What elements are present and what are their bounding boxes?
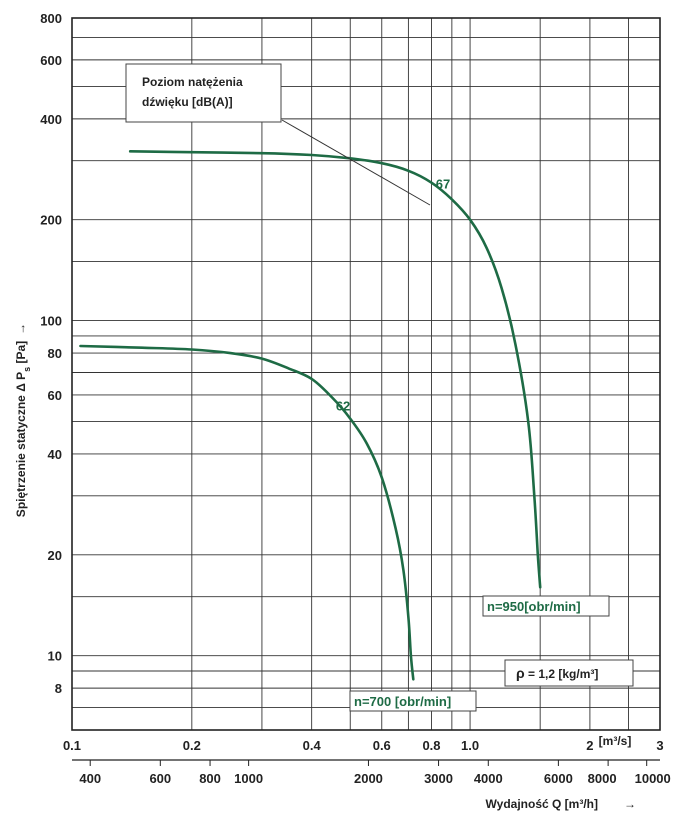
plot-border <box>71 17 661 731</box>
n700-label: n=700 [obr/min] <box>354 694 451 709</box>
density-frame <box>504 659 634 687</box>
y-tick-label: 600 <box>40 53 62 68</box>
x-tick-label: 0.4 <box>303 738 322 753</box>
callout-leader-line <box>281 119 431 206</box>
x-tick-label: 1.0 <box>461 738 479 753</box>
x2-tick-label: 10000 <box>635 771 671 786</box>
chart-grid <box>71 17 661 731</box>
x2-tick-label: 3000 <box>424 771 453 786</box>
density-label: ρ = 1,2 [kg/m³] <box>516 665 598 681</box>
density-box: ρ = 1,2 [kg/m³] <box>504 659 634 687</box>
y-tick-label: 20 <box>48 548 62 563</box>
y-tick-label: 60 <box>48 388 62 403</box>
noise-level-callout: Poziom natężenia dźwięku [dB(A)] <box>125 63 431 206</box>
y-tick-label: 8 <box>55 681 62 696</box>
y-axis-title: Spiętrzenie statyczne Δ Ps [Pa]→ <box>14 323 32 517</box>
x-tick-label: 0.2 <box>183 738 201 753</box>
x-unit-label: [m³/s] <box>599 734 632 748</box>
curve-series-n700 <box>79 344 415 681</box>
x2-tick-labels: 400 600 800 1000 2000 3000 4000 6000 8000 10000 <box>79 771 670 786</box>
x2-tick-label: 6000 <box>544 771 573 786</box>
x2-tick-label: 800 <box>199 771 221 786</box>
n700-label-box: n=700 [obr/min] <box>349 690 477 712</box>
x2-tick-label: 400 <box>79 771 101 786</box>
y-tick-label: 800 <box>40 11 62 26</box>
y-tick-label: 400 <box>40 112 62 127</box>
x2-tick-label: 2000 <box>354 771 383 786</box>
n950-frame <box>482 595 610 617</box>
x2-tick-label: 8000 <box>588 771 617 786</box>
curve-series-n950 <box>128 150 542 589</box>
n950-label-box: n=950[obr/min] <box>482 595 610 617</box>
x2-axis-arrow: → <box>624 797 636 811</box>
y-tick-label: 80 <box>48 346 62 361</box>
curves: 67 62 <box>79 150 542 681</box>
curve-noise-label: 62 <box>336 398 350 413</box>
y-tick-label: 200 <box>40 213 62 228</box>
x2-tick-label: 1000 <box>234 771 263 786</box>
n700-frame <box>349 690 477 712</box>
x-tick-label: 0.8 <box>422 738 440 753</box>
x2-tick-label: 4000 <box>474 771 503 786</box>
y-tick-label: 40 <box>48 447 62 462</box>
x-tick-labels: 0.1 0.2 0.4 0.6 0.8 1.0 2 3 <box>63 738 664 753</box>
n950-label: n=950[obr/min] <box>487 599 581 614</box>
x-tick-label: 3 <box>656 738 663 753</box>
plot-frame <box>71 17 661 766</box>
x-tick-label: 0.6 <box>373 738 391 753</box>
y-tick-labels: 8 10 20 40 60 80 100 200 400 600 800 <box>40 11 62 696</box>
x2-axis-title: Wydajność Q [m³/h] <box>486 797 598 811</box>
x-tick-label: 2 <box>586 738 593 753</box>
callout-line-2: dźwięku [dB(A)] <box>142 95 233 109</box>
y-tick-label: 10 <box>48 649 62 664</box>
callout-line-1: Poziom natężenia <box>142 75 243 89</box>
x-tick-label: 0.1 <box>63 738 81 753</box>
y-tick-label: 100 <box>40 314 62 329</box>
x2-tick-label: 600 <box>149 771 171 786</box>
curve-noise-label: 67 <box>436 176 450 191</box>
callout-box <box>125 63 282 123</box>
